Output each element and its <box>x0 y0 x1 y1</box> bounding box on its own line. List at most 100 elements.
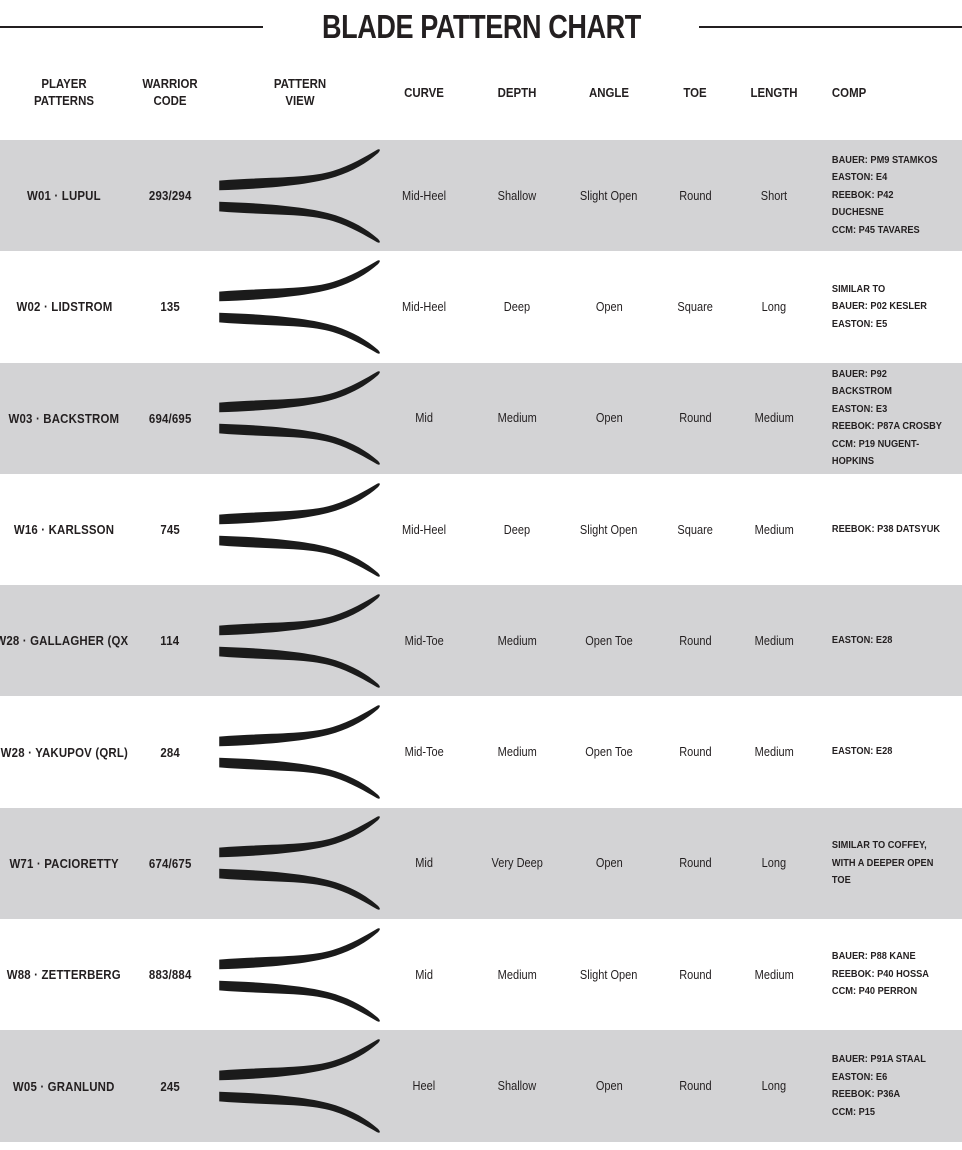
blade-pattern-image <box>219 260 380 354</box>
curve-cell: Mid-Heel <box>388 251 460 362</box>
curve-cell: Heel <box>388 1030 460 1141</box>
player-pattern-label: W71 · PACIORETTY <box>9 855 119 871</box>
header-angle: ANGLE <box>588 84 630 100</box>
curve-cell: Mid-Toe <box>388 585 460 696</box>
warrior-code-cell: 135 <box>128 251 212 362</box>
table-row: W28 · YAKUPOV (QRL) 284 Mid-Toe Medium O… <box>0 696 962 807</box>
curve-cell: Mid-Heel <box>388 140 460 251</box>
length-value: Medium <box>754 745 794 760</box>
warrior-code-value: 114 <box>160 633 180 649</box>
player-pattern-cell: W16 · KARLSSON <box>0 474 128 585</box>
player-pattern-cell: W01 · LUPUL <box>0 140 128 251</box>
curve-cell: Mid-Heel <box>388 474 460 585</box>
comp-value: BAUER: P88 KANE REEBOK: P40 HOSSA CCM: P… <box>831 950 929 998</box>
toe-cell: Square <box>644 474 746 585</box>
depth-cell: Shallow <box>460 140 574 251</box>
warrior-code-value: 284 <box>160 744 180 760</box>
curve-value: Heel <box>412 1079 436 1094</box>
warrior-code-value: 135 <box>160 299 180 315</box>
blade-pattern-image <box>219 371 380 465</box>
toe-value: Round <box>678 967 712 982</box>
angle-value: Slight Open <box>580 967 638 982</box>
curve-value: Mid-Heel <box>401 299 446 314</box>
pattern-view-cell <box>212 1030 388 1141</box>
pattern-view-cell <box>212 585 388 696</box>
player-pattern-label: W05 · GRANLUND <box>13 1078 115 1094</box>
warrior-code-cell: 293/294 <box>128 140 212 251</box>
blade-pattern-image <box>219 148 380 243</box>
toe-value: Round <box>678 633 712 648</box>
depth-cell: Very Deep <box>460 808 574 919</box>
warrior-code-value: 293/294 <box>148 188 192 204</box>
warrior-code-cell: 745 <box>128 474 212 585</box>
toe-cell: Round <box>644 363 746 474</box>
header-warrior-code: WARRIOR CODE <box>142 76 198 108</box>
blade-bottom-silhouette <box>219 424 380 465</box>
blade-bottom-silhouette <box>219 980 380 1022</box>
angle-value: Open <box>595 856 623 871</box>
blade-top-silhouette <box>219 594 380 636</box>
blade-pattern-image <box>219 928 380 1022</box>
player-pattern-label: W88 · ZETTERBERG <box>6 967 122 983</box>
depth-value: Shallow <box>497 188 537 203</box>
table-row: W02 · LIDSTROM 135 Mid-Heel Deep Open Sq… <box>0 251 962 362</box>
curve-value: Mid-Toe <box>404 745 444 760</box>
curve-value: Mid <box>415 411 433 426</box>
length-cell: Medium <box>746 474 802 585</box>
depth-cell: Medium <box>460 696 574 807</box>
blade-bottom-silhouette <box>219 757 380 799</box>
angle-value: Slight Open <box>580 188 638 203</box>
toe-cell: Round <box>644 585 746 696</box>
depth-cell: Medium <box>460 919 574 1030</box>
curve-cell: Mid <box>388 363 460 474</box>
angle-cell: Open <box>574 363 644 474</box>
toe-cell: Round <box>644 140 746 251</box>
page-title: BLADE PATTERN CHART <box>321 8 641 45</box>
comp-value: EASTON: E28 <box>831 634 893 647</box>
angle-value: Open <box>595 411 623 426</box>
comp-value: BAUER: P92 BACKSTROM EASTON: E3 REEBOK: … <box>831 367 942 468</box>
toe-cell: Square <box>644 251 746 362</box>
comp-cell: BAUER: P88 KANE REEBOK: P40 HOSSA CCM: P… <box>802 919 962 1030</box>
player-pattern-label: W28 · GALLAGHER (QX) <box>0 633 128 649</box>
comp-value: SIMILAR TO BAUER: P02 KESLER EASTON: E5 <box>831 282 927 330</box>
length-value: Long <box>761 299 787 314</box>
header-pattern-view: PATTERN VIEW <box>273 76 327 108</box>
curve-value: Mid-Toe <box>404 633 444 648</box>
comp-cell: EASTON: E28 <box>802 585 962 696</box>
comp-value: BAUER: PM9 STAMKOS EASTON: E4 REEBOK: P4… <box>831 153 938 236</box>
player-pattern-cell: W71 · PACIORETTY <box>0 808 128 919</box>
toe-value: Square <box>677 522 713 537</box>
player-pattern-cell: W28 · YAKUPOV (QRL) <box>0 696 128 807</box>
comp-cell: EASTON: E28 <box>802 696 962 807</box>
length-cell: Short <box>746 140 802 251</box>
comp-value: EASTON: E28 <box>831 745 893 758</box>
blade-pattern-image <box>219 482 380 577</box>
angle-cell: Open <box>574 251 644 362</box>
angle-value: Open <box>595 299 623 314</box>
blade-bottom-silhouette <box>219 535 380 577</box>
table-row: W01 · LUPUL 293/294 Mid-Heel Shallow Sli… <box>0 140 962 252</box>
table-header-row: PLAYER PATTERNS WARRIOR CODE PATTERN VIE… <box>0 46 962 140</box>
comp-cell: SIMILAR TO BAUER: P02 KESLER EASTON: E5 <box>802 251 962 362</box>
length-cell: Medium <box>746 363 802 474</box>
table-row: W16 · KARLSSON 745 Mid-Heel Deep Slight … <box>0 474 962 585</box>
length-cell: Medium <box>746 696 802 807</box>
header-comp: COMP <box>831 84 867 100</box>
depth-value: Medium <box>497 967 537 982</box>
table-row: W03 · BACKSTROM 694/695 Mid Medium Open … <box>0 362 962 474</box>
depth-value: Medium <box>497 633 537 648</box>
angle-cell: Open <box>574 1030 644 1141</box>
curve-cell: Mid-Toe <box>388 696 460 807</box>
curve-value: Mid-Heel <box>401 188 446 203</box>
depth-cell: Medium <box>460 363 574 474</box>
angle-value: Open Toe <box>585 745 633 760</box>
player-pattern-label: W01 · LUPUL <box>27 188 101 204</box>
angle-cell: Open <box>574 808 644 919</box>
angle-cell: Open Toe <box>574 696 644 807</box>
header-curve: CURVE <box>404 84 444 100</box>
title-bar: BLADE PATTERN CHART <box>0 0 962 46</box>
header-player-patterns: PLAYER PATTERNS <box>34 76 94 108</box>
warrior-code-value: 745 <box>160 522 180 538</box>
